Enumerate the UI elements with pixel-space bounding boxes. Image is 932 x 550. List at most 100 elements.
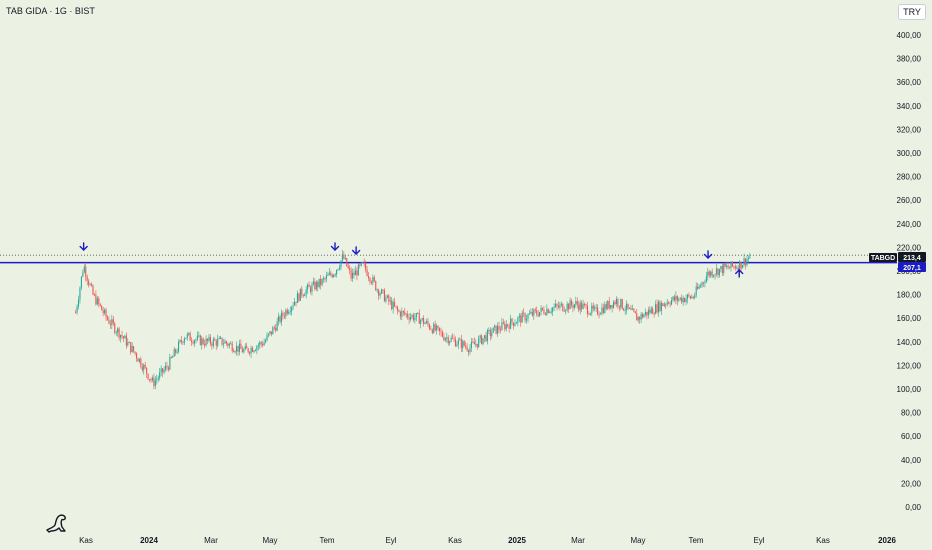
arrow-down-icon[interactable]	[703, 250, 713, 259]
arrow-down-icon[interactable]	[330, 242, 340, 251]
candle-body	[497, 325, 499, 334]
candle-body	[617, 299, 619, 306]
candle-body	[140, 358, 142, 367]
candle-body	[318, 278, 320, 288]
candle-body	[215, 340, 217, 346]
candle-body	[550, 311, 552, 313]
candle-body	[278, 316, 280, 322]
currency-button[interactable]: TRY	[898, 4, 926, 20]
candle-body	[536, 310, 538, 315]
candle-body	[154, 380, 156, 387]
candle-body	[553, 306, 555, 308]
horizontal-levels	[0, 254, 897, 264]
candle-body	[724, 264, 726, 267]
candle-body	[147, 373, 149, 380]
candle-body	[93, 294, 96, 296]
candle-body	[472, 341, 474, 343]
candle-body	[115, 332, 117, 334]
candle-body	[668, 302, 670, 304]
candle-body	[672, 296, 674, 301]
candle-body	[172, 356, 174, 358]
candle-body	[214, 339, 216, 341]
candle-body	[711, 271, 713, 277]
candle-body	[585, 304, 587, 306]
candle-body	[653, 313, 655, 315]
candle-body	[698, 286, 700, 289]
candle-body	[723, 264, 725, 273]
x-tick-label: Eyl	[753, 536, 764, 545]
y-tick-label: 360,00	[897, 78, 922, 87]
candle-body	[708, 271, 710, 276]
price-axis[interactable]: 0,00 20,00 40,00 60,00 80,00 100,00 120,00 140,…	[897, 31, 922, 512]
candle-body	[518, 315, 520, 318]
candle-body	[267, 333, 270, 336]
candle-body	[610, 304, 612, 309]
candle-body	[446, 337, 448, 339]
candle-body	[418, 312, 420, 324]
candlestick-series	[75, 249, 751, 390]
candle-body	[460, 339, 462, 349]
x-tick-label: Mar	[571, 536, 585, 545]
candle-body	[280, 312, 283, 323]
arrow-down-icon[interactable]	[79, 242, 88, 251]
y-tick-label: 40,00	[901, 456, 922, 465]
candle-body	[233, 351, 235, 353]
arrow-down-icon[interactable]	[351, 246, 361, 255]
candle-body	[524, 313, 526, 321]
y-tick-label: 220,00	[897, 243, 922, 252]
candle-body	[744, 258, 747, 265]
candle-body	[389, 300, 391, 302]
candle-body	[501, 322, 503, 331]
candle-body	[333, 274, 335, 278]
candle-body	[640, 314, 642, 320]
candle-body	[475, 343, 477, 345]
candle-body	[156, 379, 158, 381]
candle-body	[151, 377, 154, 381]
candle-body	[598, 314, 600, 316]
candle-body	[613, 301, 615, 308]
candle-body	[395, 306, 397, 308]
candle-body	[334, 274, 336, 276]
candle-body	[437, 325, 439, 328]
candle-body	[163, 369, 165, 373]
arrow-up-icon[interactable]	[735, 269, 744, 278]
candle-body	[366, 269, 368, 276]
candle-body	[79, 287, 81, 300]
candle-body	[650, 308, 652, 313]
candle-body	[517, 317, 519, 323]
candle-body	[639, 317, 641, 320]
candle-body	[273, 327, 275, 329]
candle-body	[220, 337, 222, 339]
x-tick-label: Mar	[204, 536, 218, 545]
y-tick-label: 320,00	[897, 125, 922, 134]
dinosaur-logo-icon[interactable]	[44, 510, 70, 534]
candle-body	[98, 298, 100, 304]
candle-body	[131, 346, 133, 353]
candle-body	[179, 340, 181, 342]
time-axis[interactable]: Kas 2024 Mar May Tem Eyl Kas 2025 Mar May Tem Eyl Ka…	[79, 536, 896, 545]
candle-body	[354, 270, 357, 276]
candle-body	[325, 275, 328, 279]
candle-body	[730, 261, 732, 268]
candle-body	[106, 317, 109, 320]
symbol-tag	[869, 253, 897, 262]
candle-body	[85, 266, 87, 277]
candle-body	[531, 311, 533, 316]
candle-body	[720, 266, 722, 269]
candle-body	[478, 338, 480, 347]
candle-body	[707, 271, 709, 277]
candle-body	[253, 350, 255, 352]
candle-body	[620, 299, 622, 308]
candle-body	[592, 305, 594, 309]
candle-body	[701, 282, 703, 286]
x-tick-label: Eyl	[385, 536, 396, 545]
candle-body	[240, 343, 242, 349]
candle-body	[439, 327, 441, 332]
candle-body	[170, 356, 172, 358]
candle-body	[581, 302, 583, 310]
candle-body	[77, 299, 80, 307]
candle-body	[262, 343, 264, 346]
candle-body	[228, 343, 230, 346]
x-tick-label: Kas	[79, 536, 93, 545]
